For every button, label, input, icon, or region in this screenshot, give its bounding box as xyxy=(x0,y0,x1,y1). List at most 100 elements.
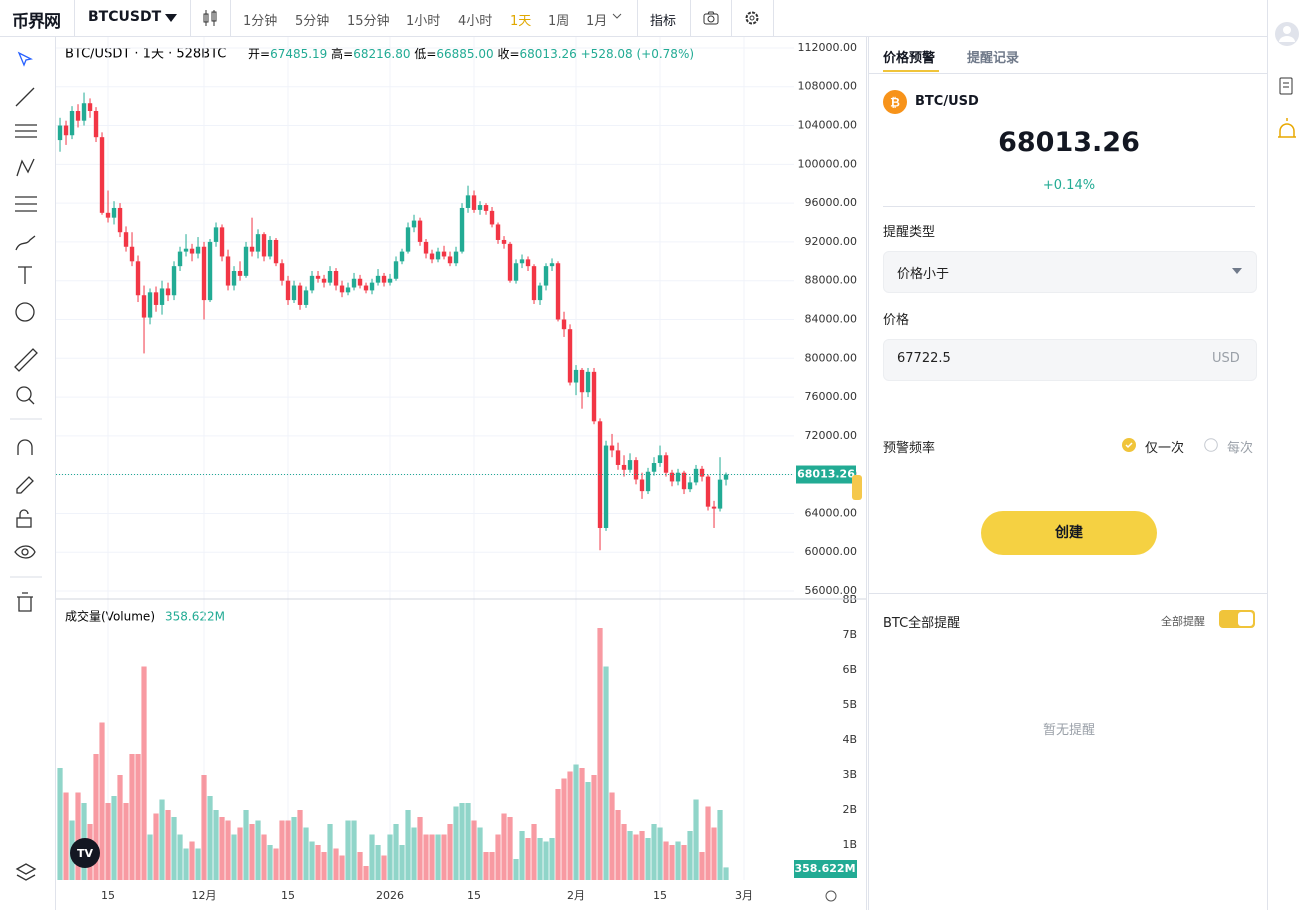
layers-tool[interactable] xyxy=(15,863,37,881)
candle-body xyxy=(507,243,513,281)
settings-icon[interactable] xyxy=(744,10,760,26)
notes-icon[interactable] xyxy=(1279,77,1293,95)
volume-bar xyxy=(513,859,519,880)
tv-logo[interactable] xyxy=(70,838,100,868)
zoom-tool[interactable] xyxy=(16,386,32,402)
ruler-tool[interactable] xyxy=(14,348,38,372)
volume-bar xyxy=(345,820,351,880)
volume-bar xyxy=(255,820,261,880)
alert-icon[interactable] xyxy=(1278,118,1296,138)
volume-bar xyxy=(621,824,627,880)
type-select[interactable] xyxy=(883,251,1257,293)
candle-body xyxy=(561,319,567,330)
candle-body xyxy=(81,103,87,121)
interval-button[interactable]: 1周 xyxy=(548,14,570,29)
volume-bar xyxy=(573,764,579,880)
candle-body xyxy=(471,195,477,210)
volume-bar xyxy=(207,796,213,880)
y-tick-label: 100000.00 xyxy=(798,157,858,170)
interval-button[interactable]: 1天 xyxy=(510,14,532,29)
y-tick-label: 96000.00 xyxy=(805,196,858,209)
frequency-every[interactable]: 每次 xyxy=(1227,441,1254,456)
volume-bar xyxy=(663,841,669,880)
left-toolbar xyxy=(10,37,56,910)
scroll-tab[interactable] xyxy=(852,475,862,500)
logo[interactable]: 币界网 xyxy=(12,12,61,32)
empty-state: 暂无提醒 xyxy=(1042,723,1095,738)
fib-tool[interactable] xyxy=(15,196,37,212)
tab-price-alert[interactable]: 价格预警 xyxy=(883,51,936,66)
y-tick-label: 56000.00 xyxy=(805,584,858,597)
volume-bar xyxy=(303,827,309,880)
candle-body xyxy=(291,285,297,301)
volume-bar xyxy=(261,834,267,880)
candle-icon[interactable] xyxy=(202,9,218,27)
x-tick-label: 12月 xyxy=(192,889,217,902)
interval-button[interactable]: 15分钟 xyxy=(347,14,390,29)
all-alerts-toggle[interactable] xyxy=(1219,610,1255,628)
tab-underline xyxy=(883,70,939,72)
dropdown-caret[interactable] xyxy=(164,12,178,24)
cursor-tool[interactable] xyxy=(17,51,33,67)
btc-icon: ₿ xyxy=(883,90,907,114)
interval-button[interactable]: 1小时 xyxy=(406,14,441,29)
candle-body xyxy=(519,259,525,264)
frequency-once[interactable]: 仅一次 xyxy=(1145,441,1185,456)
y-tick-label: 60000.00 xyxy=(805,545,858,558)
volume-bar xyxy=(99,722,105,880)
symbol[interactable]: BTCUSDT xyxy=(88,9,162,25)
candle-body xyxy=(363,285,369,291)
brush-tool[interactable] xyxy=(15,235,36,251)
y-tick-label: 108000.00 xyxy=(798,80,858,93)
create-button[interactable]: 创建 xyxy=(981,511,1157,555)
candle-body xyxy=(501,239,507,244)
ohlc-change: +528.08 (+0.78%) xyxy=(581,47,694,61)
candle-body xyxy=(525,259,531,267)
candle-body xyxy=(183,248,189,252)
candle-body xyxy=(333,271,339,286)
price-input[interactable] xyxy=(883,339,1257,381)
volume-bar xyxy=(723,867,729,880)
parallel-tool[interactable] xyxy=(15,124,37,138)
volume-bar xyxy=(669,845,675,880)
candle-body xyxy=(567,329,573,383)
ohlc-name: 开= xyxy=(248,47,270,61)
volume-bar xyxy=(387,834,393,880)
lock-draw-tool[interactable] xyxy=(16,476,34,494)
delete-tool[interactable] xyxy=(17,592,33,612)
y-tick-label: 88000.00 xyxy=(805,274,858,287)
line-tool[interactable] xyxy=(15,87,35,107)
magnet-tool[interactable] xyxy=(17,439,33,455)
volume-bar xyxy=(501,813,507,880)
candle-body xyxy=(63,125,69,136)
candle-body xyxy=(621,464,627,470)
candle-body xyxy=(549,263,555,267)
tab-alert-history[interactable]: 提醒记录 xyxy=(967,51,1020,66)
volume-bar xyxy=(201,775,207,880)
emoji-tool[interactable] xyxy=(15,302,35,322)
candle-body xyxy=(675,472,681,482)
axis-settings[interactable] xyxy=(825,890,837,902)
ohlc-value: 67485.19 xyxy=(270,47,327,61)
candle-body xyxy=(639,479,645,492)
candle-body xyxy=(339,285,345,293)
radio-once[interactable] xyxy=(1122,438,1136,452)
candle-body xyxy=(369,282,375,291)
interval-button[interactable]: 1月 xyxy=(586,14,608,29)
lock-tool[interactable] xyxy=(16,517,32,528)
indicators-button[interactable]: 指标 xyxy=(650,14,677,29)
interval-caret[interactable] xyxy=(612,13,622,21)
text-tool[interactable] xyxy=(18,266,32,284)
interval-button[interactable]: 1分钟 xyxy=(243,14,278,29)
camera-icon[interactable] xyxy=(703,11,719,25)
y-tick-label: 92000.00 xyxy=(805,235,858,248)
radio-every[interactable] xyxy=(1204,438,1218,452)
candle-body xyxy=(387,278,393,283)
volume-bar xyxy=(519,831,525,880)
interval-button[interactable]: 4小时 xyxy=(458,14,493,29)
candle-body xyxy=(261,234,267,257)
interval-button[interactable]: 5分钟 xyxy=(295,14,330,29)
pattern-tool[interactable] xyxy=(16,158,35,177)
candle-body xyxy=(531,266,537,301)
eye-tool[interactable] xyxy=(14,545,36,559)
